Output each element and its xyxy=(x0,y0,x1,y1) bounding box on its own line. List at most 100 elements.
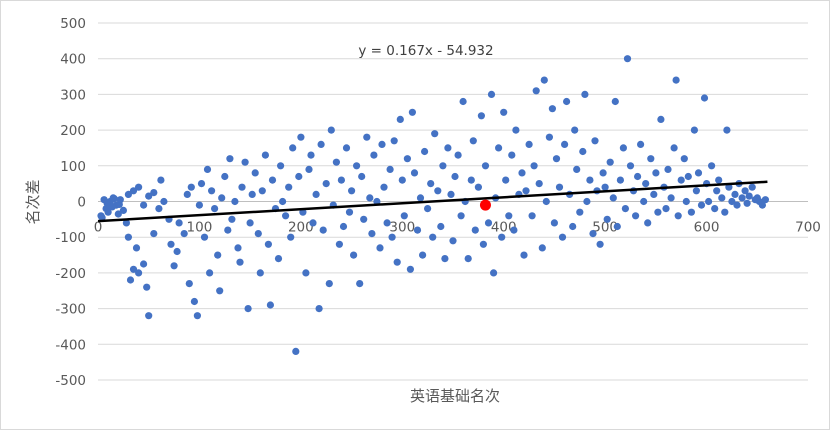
scatter-point xyxy=(126,276,135,284)
scatter-point xyxy=(449,237,457,245)
scatter-point xyxy=(145,192,153,200)
scatter-point xyxy=(297,133,305,141)
scatter-point xyxy=(571,126,579,134)
scatter-point xyxy=(429,233,437,241)
scatter-point xyxy=(692,187,701,195)
scatter-point xyxy=(487,90,496,98)
scatter-point xyxy=(180,230,188,238)
scatter-point xyxy=(124,233,132,241)
scatter-point xyxy=(170,262,178,270)
scatter-point xyxy=(481,162,490,170)
scatter-point xyxy=(282,212,290,220)
scatter-point xyxy=(378,140,386,148)
scatter-point xyxy=(373,197,381,206)
scatter-point xyxy=(437,222,445,231)
scatter-point xyxy=(728,197,736,206)
scatter-point xyxy=(368,230,376,238)
scatter-point xyxy=(498,233,506,241)
scatter-point xyxy=(469,137,477,145)
scatter-point xyxy=(224,226,232,234)
x-tick-label: 700 xyxy=(795,220,821,236)
scatter-point xyxy=(248,190,256,198)
x-axis-title: 英语基础名次 xyxy=(410,387,500,405)
scatter-point xyxy=(601,183,609,191)
scatter-point xyxy=(637,140,645,148)
scatter-point xyxy=(721,208,729,216)
scatter-point xyxy=(114,210,122,218)
scatter-point xyxy=(115,200,123,208)
scatter-point xyxy=(145,312,153,320)
scatter-point xyxy=(611,97,619,106)
scatter-point xyxy=(398,176,406,184)
x-tick-label: 100 xyxy=(187,220,213,236)
scatter-point xyxy=(589,230,597,238)
scatter-point xyxy=(413,226,422,234)
highlight-points xyxy=(479,199,491,211)
scatter-point xyxy=(325,280,333,288)
y-axis-title: 名次差 xyxy=(24,179,42,224)
scatter-point xyxy=(200,233,209,241)
scatter-point xyxy=(634,172,642,181)
scatter-point xyxy=(353,162,361,170)
scatter-point xyxy=(748,183,756,191)
scatter-point xyxy=(190,297,198,306)
scatter-point xyxy=(540,76,548,84)
scatter-point xyxy=(363,133,371,141)
scatter-point xyxy=(525,140,533,148)
scatter-point xyxy=(393,258,401,266)
y-tick-label: 100 xyxy=(60,159,86,175)
scatter-point xyxy=(545,133,554,141)
scatter-point xyxy=(228,215,236,223)
scatter-point xyxy=(356,280,364,288)
scatter-point xyxy=(155,205,163,213)
scatter-point xyxy=(741,187,749,195)
scatter-point xyxy=(380,183,388,191)
scatter-point xyxy=(599,169,607,177)
scatter-point xyxy=(642,180,650,188)
scatter-point xyxy=(348,187,356,195)
y-tick-label: 300 xyxy=(60,87,86,103)
scatter-point xyxy=(467,176,475,184)
scatter-point xyxy=(339,222,348,231)
y-tick-label: 400 xyxy=(60,52,86,68)
scatter-point xyxy=(266,301,274,309)
scatter-point xyxy=(662,205,670,213)
scatter-point xyxy=(579,147,587,156)
scatter-point xyxy=(451,172,459,181)
scatter-point xyxy=(583,197,591,206)
scatter-point xyxy=(427,180,435,188)
scatter-point xyxy=(305,165,313,173)
scatter-point xyxy=(711,205,719,213)
scatter-point xyxy=(104,208,112,216)
scatter-point xyxy=(370,151,378,159)
scatter-point xyxy=(110,195,118,203)
scatter-point xyxy=(256,269,264,277)
scatter-point xyxy=(390,137,398,145)
scatter-point xyxy=(226,155,234,163)
scatter-point xyxy=(292,347,300,355)
data-points xyxy=(97,55,770,355)
scatter-point xyxy=(640,197,648,206)
x-tick-labels: 0 100 200 300 400 500 600 700 xyxy=(94,220,821,236)
scatter-point xyxy=(616,176,625,184)
scatter-point xyxy=(569,222,577,231)
scatter-point xyxy=(150,230,158,238)
scatter-point xyxy=(705,197,713,206)
scatter-point xyxy=(684,172,692,181)
scatter-point xyxy=(552,155,561,163)
y-tick-label: -200 xyxy=(55,266,86,282)
highlighted-point xyxy=(479,199,491,211)
scatter-point xyxy=(400,212,408,220)
scatter-point xyxy=(654,208,662,216)
scatter-point xyxy=(613,222,621,231)
scatter-point xyxy=(140,260,148,268)
scatter-point xyxy=(718,194,726,202)
scatter-point xyxy=(591,137,599,145)
scatter-point xyxy=(203,165,212,173)
trendline-group xyxy=(97,180,768,223)
scatter-point xyxy=(558,233,567,241)
scatter-point xyxy=(743,199,751,207)
scatter-point xyxy=(596,240,604,248)
scatter-point xyxy=(175,219,183,227)
scatter-point xyxy=(295,172,303,181)
